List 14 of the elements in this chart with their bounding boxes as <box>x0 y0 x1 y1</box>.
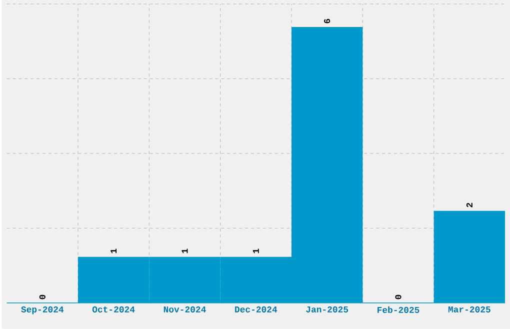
data-label: 2 <box>466 202 472 208</box>
data-label: 6 <box>324 19 330 24</box>
x-tick-label: Jan-2025 <box>306 306 348 313</box>
x-tick-label: Dec-2024 <box>235 306 278 313</box>
data-label: 0 <box>395 294 402 300</box>
x-tick-label: Mar-2025 <box>448 306 490 313</box>
data-label: 1 <box>182 248 188 254</box>
x-tick-label: Nov-2024 <box>164 306 206 313</box>
data-label: 1 <box>110 248 117 254</box>
x-tick-label: Oct-2024 <box>92 306 135 313</box>
data-label: 0 <box>39 294 46 300</box>
data-label: 1 <box>252 248 259 254</box>
x-tick-label: Feb-2025 <box>378 306 420 314</box>
x-tick-label: Sep-2024 <box>21 306 64 314</box>
